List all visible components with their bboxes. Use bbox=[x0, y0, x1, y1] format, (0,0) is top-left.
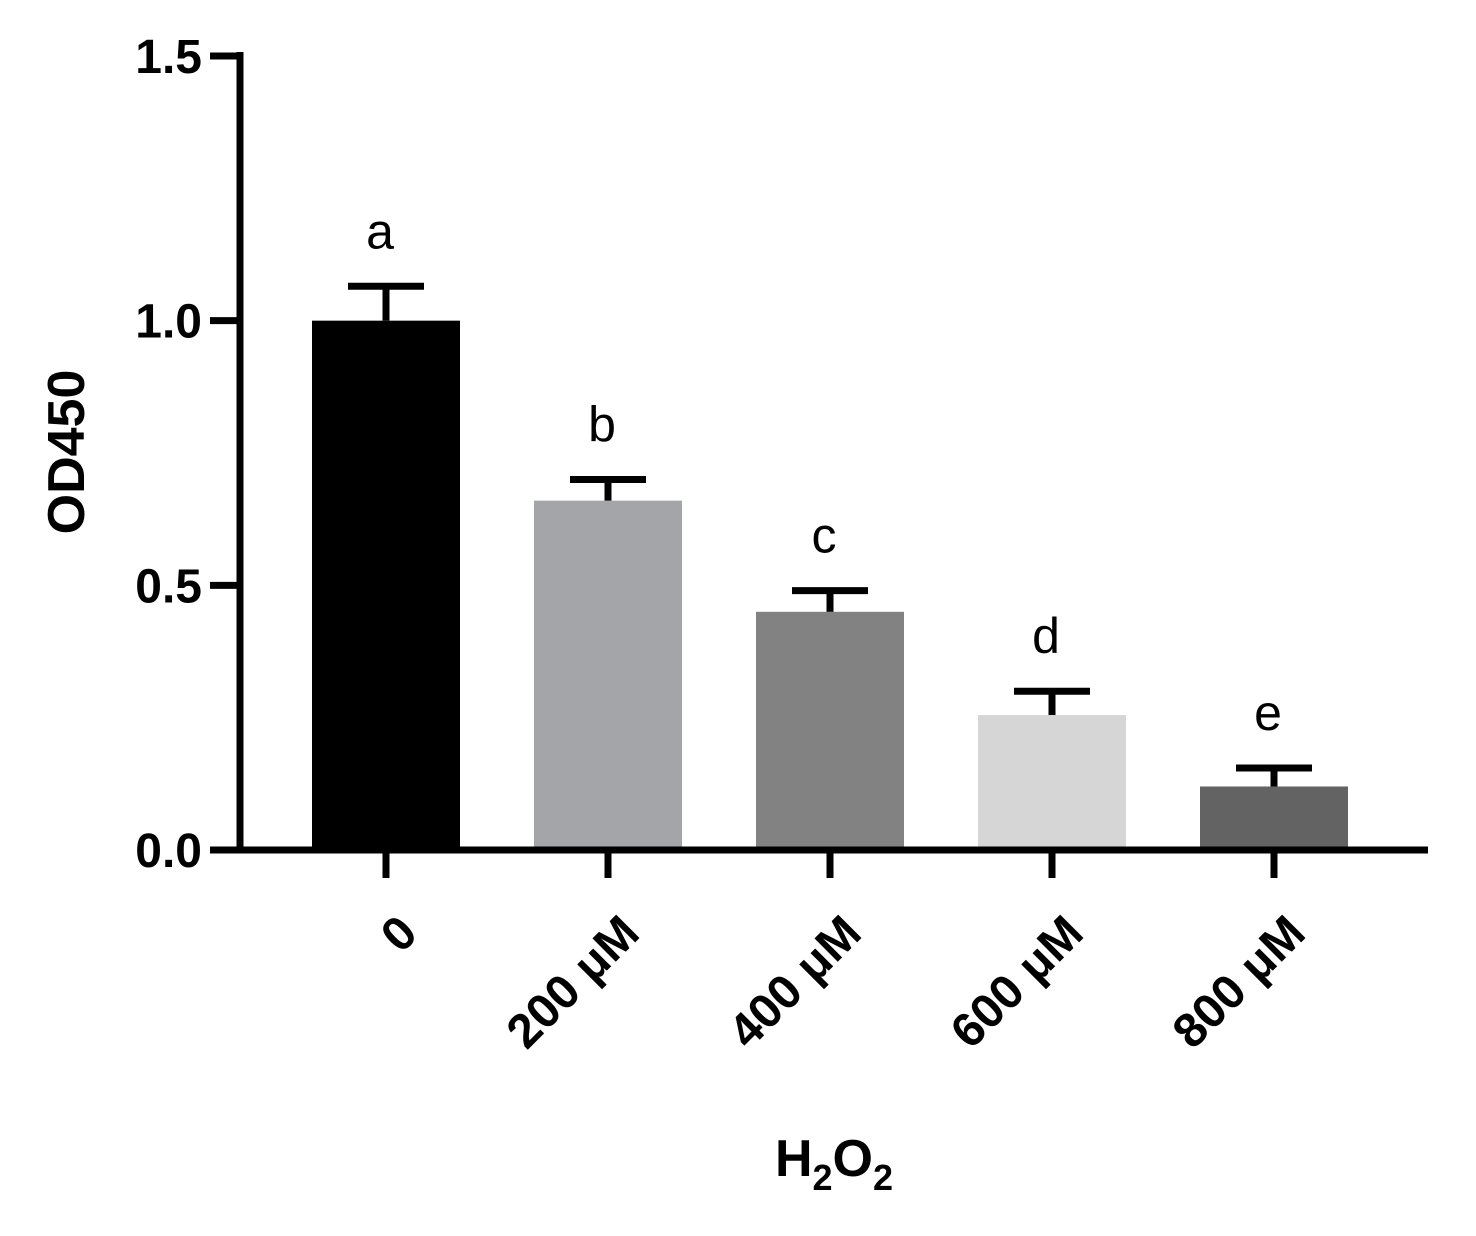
y-axis-title: OD450 bbox=[38, 370, 96, 535]
x-tick-label: 200 μM bbox=[497, 906, 650, 1059]
bar bbox=[756, 611, 904, 850]
y-ticks-layer: 0.0 0.5 1.0 1.5 bbox=[135, 31, 240, 878]
x-tick-label: 400 μM bbox=[719, 906, 872, 1059]
x-tick-label: 0 bbox=[371, 906, 427, 962]
x-tick-label: 800 μM bbox=[1163, 906, 1316, 1059]
x-axis-title: H2O2 bbox=[775, 1130, 893, 1198]
y-tick-label: 1.0 bbox=[135, 296, 202, 349]
x-ticks-layer: 0 200 μM 400 μM 600 μM 800 μM bbox=[371, 850, 1316, 1059]
bars-layer bbox=[312, 320, 1348, 851]
significance-label: b bbox=[588, 396, 616, 452]
bar bbox=[1200, 786, 1348, 850]
significance-labels-layer: a b c d e bbox=[366, 203, 1282, 741]
bar bbox=[534, 500, 682, 850]
x-tick-label: 600 μM bbox=[941, 906, 1094, 1059]
y-tick-label: 0.0 bbox=[135, 825, 202, 878]
bar bbox=[312, 320, 460, 851]
error-bars-layer bbox=[348, 282, 1312, 787]
significance-label: a bbox=[366, 203, 394, 259]
bar bbox=[978, 715, 1126, 850]
significance-label: c bbox=[812, 508, 837, 564]
significance-label: d bbox=[1032, 608, 1060, 664]
y-tick-label: 1.5 bbox=[135, 31, 202, 84]
y-tick-label: 0.5 bbox=[135, 560, 202, 613]
significance-label: e bbox=[1254, 685, 1282, 741]
